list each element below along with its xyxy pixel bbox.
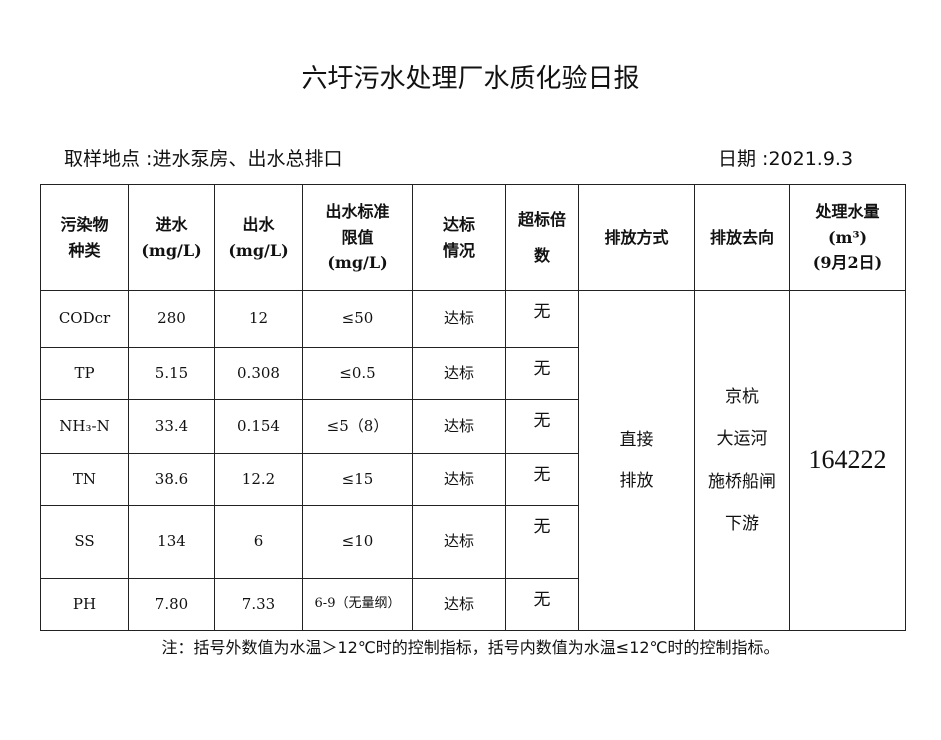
discharge-destination: 京杭 大运河 施桥船闸 下游 — [694, 290, 790, 631]
status-value: 达标 — [412, 505, 506, 579]
outflow-value: 12.2 — [214, 453, 303, 506]
exceed-value: 无 — [505, 505, 579, 579]
sampling-location: 取样地点 :进水泵房、出水总排口 — [64, 148, 343, 170]
limit-value: ≤0.5 — [302, 347, 413, 400]
outflow-value: 7.33 — [214, 578, 303, 631]
pollutant-name: TP — [40, 347, 129, 400]
footnote: 注：括号外数值为水温＞12℃时的控制指标，括号内数值为水温≤12℃时的控制指标。 — [161, 638, 780, 657]
limit-value: ≤50 — [302, 290, 413, 348]
limit-value: 6-9（无量纲） — [302, 578, 413, 631]
inflow-value: 7.80 — [128, 578, 215, 631]
table-row: SS 134 6 ≤10 达标 无 — [40, 505, 906, 579]
inflow-value: 280 — [128, 290, 215, 348]
outflow-value: 0.308 — [214, 347, 303, 400]
pollutant-name: SS — [40, 505, 129, 579]
status-value: 达标 — [412, 290, 506, 348]
exceed-value: 无 — [505, 290, 579, 348]
header-inflow: 进水 (mg/L) — [128, 184, 215, 291]
exceed-value: 无 — [505, 347, 579, 400]
exceed-value: 无 — [505, 453, 579, 506]
outflow-value: 6 — [214, 505, 303, 579]
table-row: CODcr 280 12 ≤50 达标 无 直接 排放 京杭 大运河 施桥船闸 下游 1… — [40, 290, 906, 631]
table-row: NH₃-N 33.4 0.154 ≤5（8） 达标 无 — [40, 399, 906, 454]
status-value: 达标 — [412, 347, 506, 400]
status-value: 达标 — [412, 453, 506, 506]
status-value: 达标 — [412, 578, 506, 631]
exceed-value: 无 — [505, 578, 579, 631]
pollutant-name: TN — [40, 453, 129, 506]
exceed-value: 无 — [505, 399, 579, 454]
inflow-value: 134 — [128, 505, 215, 579]
table-row: TN 38.6 12.2 ≤15 达标 无 — [40, 453, 906, 506]
pollutant-name: CODcr — [40, 290, 129, 348]
inflow-value: 33.4 — [128, 399, 215, 454]
pollutant-name: NH₃-N — [40, 399, 129, 454]
report-date: 日期 :2021.9.3 — [718, 148, 854, 170]
water-quality-table: 污染物 种类 进水 (mg/L) 出水 (mg/L) 出水标准 限值 (mg/L) 达标情… — [40, 184, 906, 631]
limit-value: ≤15 — [302, 453, 413, 506]
header-pollutant: 污染物 种类 — [40, 184, 129, 291]
pollutant-name: PH — [40, 578, 129, 631]
outflow-value: 12 — [214, 290, 303, 348]
discharge-mode: 直接 排放 — [578, 290, 695, 631]
header-volume: 处理水量 (m³) (9月2日) — [789, 184, 906, 291]
outflow-value: 0.154 — [214, 399, 303, 454]
table-row: TP 5.15 0.308 ≤0.5 达标 无 — [40, 347, 906, 400]
status-value: 达标 — [412, 399, 506, 454]
header-outflow: 出水 (mg/L) — [214, 184, 303, 291]
header-discharge-mode: 排放方式 — [578, 184, 695, 291]
header-exceed: 超标倍数 — [505, 184, 579, 291]
header-row: 污染物 种类 进水 (mg/L) 出水 (mg/L) 出水标准 限值 (mg/L) 达标情… — [40, 184, 906, 291]
header-limit: 出水标准 限值 (mg/L) — [302, 184, 413, 291]
limit-value: ≤10 — [302, 505, 413, 579]
limit-value: ≤5（8） — [302, 399, 413, 454]
report-title: 六圩污水处理厂水质化验日报 — [301, 64, 640, 94]
header-discharge-dest: 排放去向 — [694, 184, 790, 291]
treated-volume: 164222 — [789, 290, 906, 631]
header-status: 达标 情况 — [412, 184, 506, 291]
inflow-value: 5.15 — [128, 347, 215, 400]
table-row: PH 7.80 7.33 6-9（无量纲） 达标 无 — [40, 578, 906, 631]
inflow-value: 38.6 — [128, 453, 215, 506]
